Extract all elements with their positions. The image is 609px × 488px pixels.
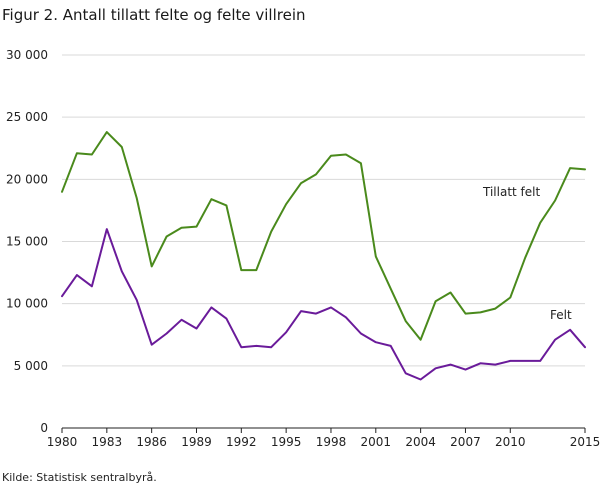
y-tick-label: 15 000: [6, 235, 48, 249]
series-label-tillatt-felt: Tillatt felt: [482, 185, 540, 199]
y-tick-label: 10 000: [6, 297, 48, 311]
x-tick-label: 2007: [450, 435, 481, 449]
y-tick-label: 0: [40, 421, 48, 435]
x-tick-label: 2004: [405, 435, 436, 449]
y-tick-label: 5 000: [14, 359, 48, 373]
x-tick-label: 1989: [181, 435, 212, 449]
x-tick-label: 1980: [47, 435, 78, 449]
x-tick-label: 1983: [92, 435, 123, 449]
series-label-felt: Felt: [550, 308, 572, 322]
y-tick-label: 30 000: [6, 48, 48, 62]
gridlines: [62, 54, 585, 367]
chart-title: Figur 2. Antall tillatt felte og felte v…: [2, 6, 306, 24]
y-tick-label: 20 000: [6, 172, 48, 186]
x-tick-label: 1986: [136, 435, 167, 449]
x-tick-label: 2001: [361, 435, 392, 449]
x-tick-label: 1992: [226, 435, 257, 449]
series-line-felt: [61, 228, 586, 381]
line-chart: 0 5 000 10 000 15 000 20 000 25 000 30 000 1980…: [6, 48, 600, 449]
x-tick-label: 1998: [316, 435, 347, 449]
x-tick-label: 2010: [495, 435, 526, 449]
axes: 0 5 000 10 000 15 000 20 000 25 000 30 000 1980…: [6, 48, 600, 449]
series: [61, 131, 586, 381]
series-labels: Tillatt felt Felt: [482, 185, 572, 322]
x-tick-label: 1995: [271, 435, 302, 449]
y-tick-label: 25 000: [6, 110, 48, 124]
x-tick-label: 2015: [570, 435, 601, 449]
source-note: Kilde: Statistisk sentralbyrå.: [2, 471, 157, 484]
series-line-tillatt-felt: [61, 131, 586, 341]
